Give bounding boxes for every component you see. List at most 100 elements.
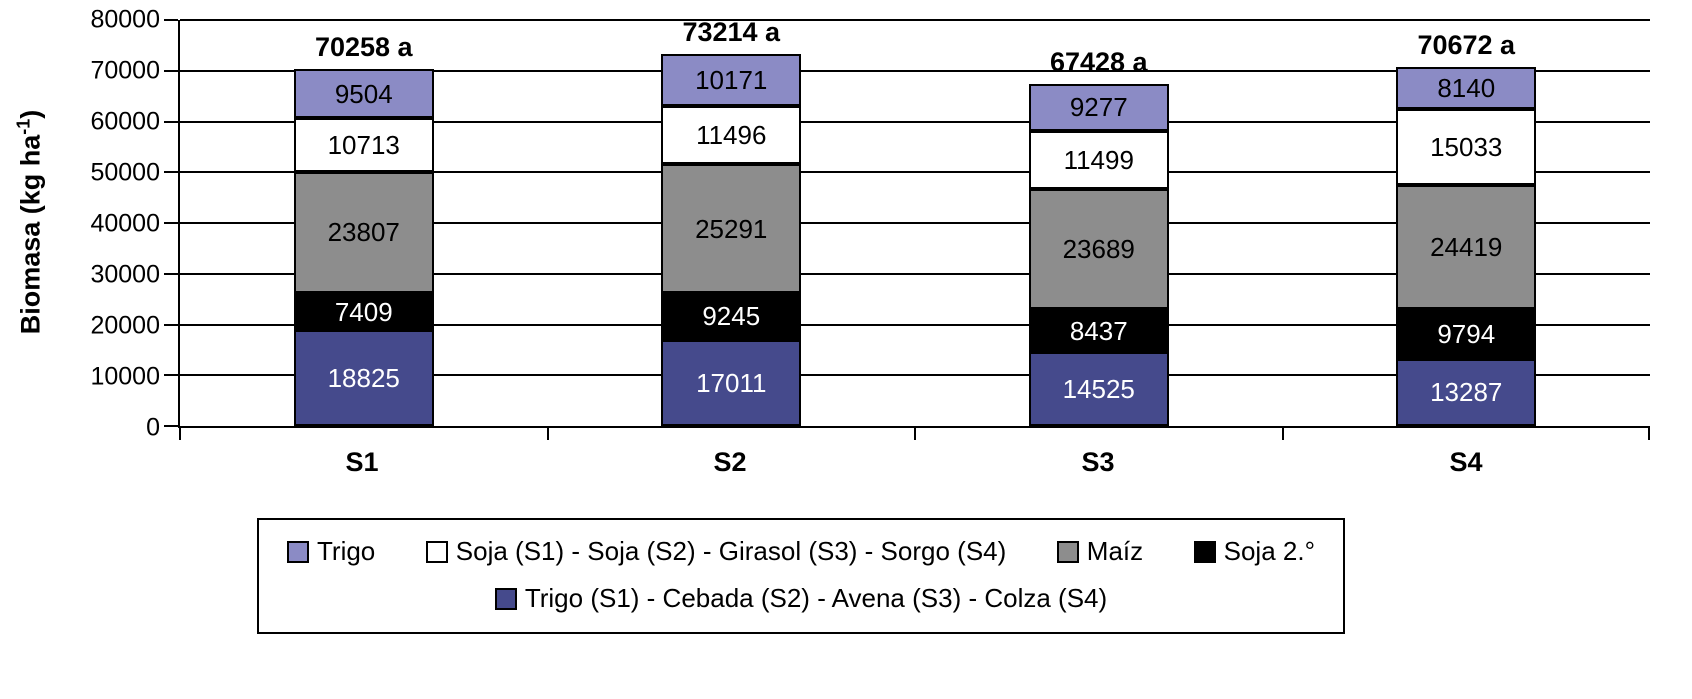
legend-label: Trigo (S1) - Cebada (S2) - Avena (S3) - … — [524, 583, 1108, 613]
segment-value-label: 24419 — [1430, 231, 1503, 262]
y-tick-label: 70000 — [90, 56, 160, 85]
legend-item: Trigo (S1) - Cebada (S2) - Avena (S3) - … — [494, 583, 1108, 614]
bar: 14525 8437 23689 11499 9277 67428 a — [1028, 20, 1169, 426]
bar-segment: 9277 — [1028, 83, 1169, 131]
bar-segment: 17011 — [661, 339, 802, 426]
x-category-label: S4 — [1449, 446, 1483, 477]
y-axis-tick-mark — [164, 374, 178, 377]
x-axis-tick-mark — [1648, 428, 1650, 440]
y-axis-tick-mark — [164, 222, 178, 224]
legend-item: Soja (S1) - Soja (S2) - Girasol (S3) - S… — [425, 536, 1007, 567]
y-tick-label: 30000 — [90, 260, 160, 289]
bar-segment: 14525 — [1028, 352, 1169, 426]
legend-label: Soja 2.° — [1223, 536, 1315, 566]
segment-value-label: 11499 — [1063, 145, 1134, 176]
bar-segment: 24419 — [1396, 184, 1537, 309]
y-axis-tick-mark — [164, 171, 178, 174]
gridline — [180, 171, 1650, 174]
bar-segment: 15033 — [1396, 108, 1537, 185]
gridline — [180, 272, 1650, 275]
y-tick-label: 50000 — [90, 158, 160, 187]
y-axis-tick-labels: 0 10000 20000 30000 40000 50000 60000 70000 8000… — [0, 7, 164, 440]
bar-segment: 9794 — [1396, 308, 1537, 359]
segment-value-label: 15033 — [1430, 131, 1503, 162]
segment-value-label: 8437 — [1069, 315, 1128, 346]
bar-segment: 11499 — [1028, 130, 1169, 190]
x-axis-tick-mark — [914, 428, 916, 440]
gridline — [180, 323, 1650, 326]
segment-value-label: 23807 — [327, 217, 400, 248]
legend-item: Trigo — [287, 536, 375, 567]
gridline — [180, 120, 1650, 123]
bar-segment: 10171 — [661, 54, 802, 107]
bar-total-label: 70672 a — [1417, 30, 1516, 61]
y-tick-label: 60000 — [90, 107, 160, 136]
legend-swatch — [1056, 540, 1079, 563]
x-category-label: S2 — [713, 446, 747, 477]
segment-value-label: 23689 — [1062, 234, 1135, 265]
y-axis-tick-mark — [164, 272, 178, 275]
bar-segment: 11496 — [661, 106, 802, 165]
bar-slot: 18825 7409 23807 10713 9504 70258 a — [180, 20, 548, 426]
x-axis-category-labels: S1 S2 S3 S4 — [178, 444, 1650, 480]
legend-swatch — [494, 587, 517, 610]
legend-label: Trigo — [317, 536, 376, 566]
segment-value-label: 9245 — [702, 301, 761, 332]
gridline — [180, 69, 1650, 72]
legend-row: Trigo (S1) - Cebada (S2) - Avena (S3) - … — [287, 583, 1315, 614]
legend-swatch — [1193, 540, 1216, 563]
bar-segment: 25291 — [661, 164, 802, 293]
x-category-label: S1 — [345, 446, 379, 477]
segment-value-label: 8140 — [1437, 73, 1496, 103]
gridline — [180, 222, 1650, 224]
bar-segment: 23807 — [293, 172, 434, 293]
bar: 13287 9794 24419 15033 8140 70672 a — [1396, 20, 1537, 426]
segment-value-label: 11496 — [696, 120, 767, 151]
gridline — [180, 374, 1650, 377]
bar-segment: 9245 — [661, 292, 802, 340]
y-axis-tick-mark — [164, 120, 178, 123]
y-tick-label: 80000 — [90, 5, 160, 34]
legend: Trigo Soja (S1) - Soja (S2) - Girasol (S3… — [257, 518, 1345, 634]
legend-item: Maíz — [1056, 536, 1144, 567]
bar-segment: 18825 — [293, 330, 434, 426]
y-axis-tick-mark — [164, 19, 178, 21]
segment-value-label: 9277 — [1069, 92, 1128, 123]
bar: 18825 7409 23807 10713 9504 70258 a — [293, 20, 434, 426]
bar-total-label: 67428 a — [1049, 46, 1148, 77]
bar-segment: 10713 — [293, 117, 434, 173]
bar-segment: 23689 — [1028, 189, 1169, 310]
bar-segment: 9504 — [293, 69, 434, 118]
legend-swatch — [425, 540, 448, 563]
bar-segment: 13287 — [1396, 358, 1537, 426]
legend-label: Soja (S1) - Soja (S2) - Girasol (S3) - S… — [455, 536, 1007, 566]
segment-value-label: 25291 — [695, 213, 768, 244]
plot-area: 18825 7409 23807 10713 9504 70258 a 17011 9245 2… — [164, 17, 1651, 440]
bar-segment: 7409 — [293, 292, 434, 331]
segment-value-label: 10713 — [327, 129, 400, 160]
legend-row: Trigo Soja (S1) - Soja (S2) - Girasol (S3… — [287, 536, 1315, 567]
bar-segment: 8437 — [1028, 309, 1169, 353]
bar-slot: 13287 9794 24419 15033 8140 70672 a — [1283, 20, 1651, 426]
bar-slot: 17011 9245 25291 11496 10171 73214 a — [548, 17, 916, 426]
segment-value-label: 9504 — [334, 78, 393, 109]
x-axis-tick-mark — [1281, 428, 1284, 440]
y-tick-label: 0 — [146, 413, 160, 442]
legend-item: Soja 2.° — [1193, 536, 1315, 567]
segment-value-label: 10171 — [695, 65, 768, 96]
bar-total-label: 73214 a — [682, 17, 781, 48]
segment-value-label: 14525 — [1062, 374, 1135, 405]
bar-slot: 14525 8437 23689 11499 9277 67428 a — [915, 20, 1283, 426]
x-axis-tick-mark — [546, 428, 549, 440]
legend-label: Maíz — [1086, 536, 1144, 566]
y-tick-label: 10000 — [90, 362, 160, 391]
segment-value-label: 13287 — [1430, 377, 1503, 408]
y-axis-tick-mark — [164, 323, 178, 326]
segment-value-label: 17011 — [696, 367, 767, 398]
gridline — [180, 19, 1650, 21]
bar: 17011 9245 25291 11496 10171 73214 a — [661, 17, 802, 426]
segment-value-label: 7409 — [334, 296, 393, 327]
bar-total-label: 70258 a — [314, 32, 413, 63]
y-tick-label: 20000 — [90, 311, 160, 340]
